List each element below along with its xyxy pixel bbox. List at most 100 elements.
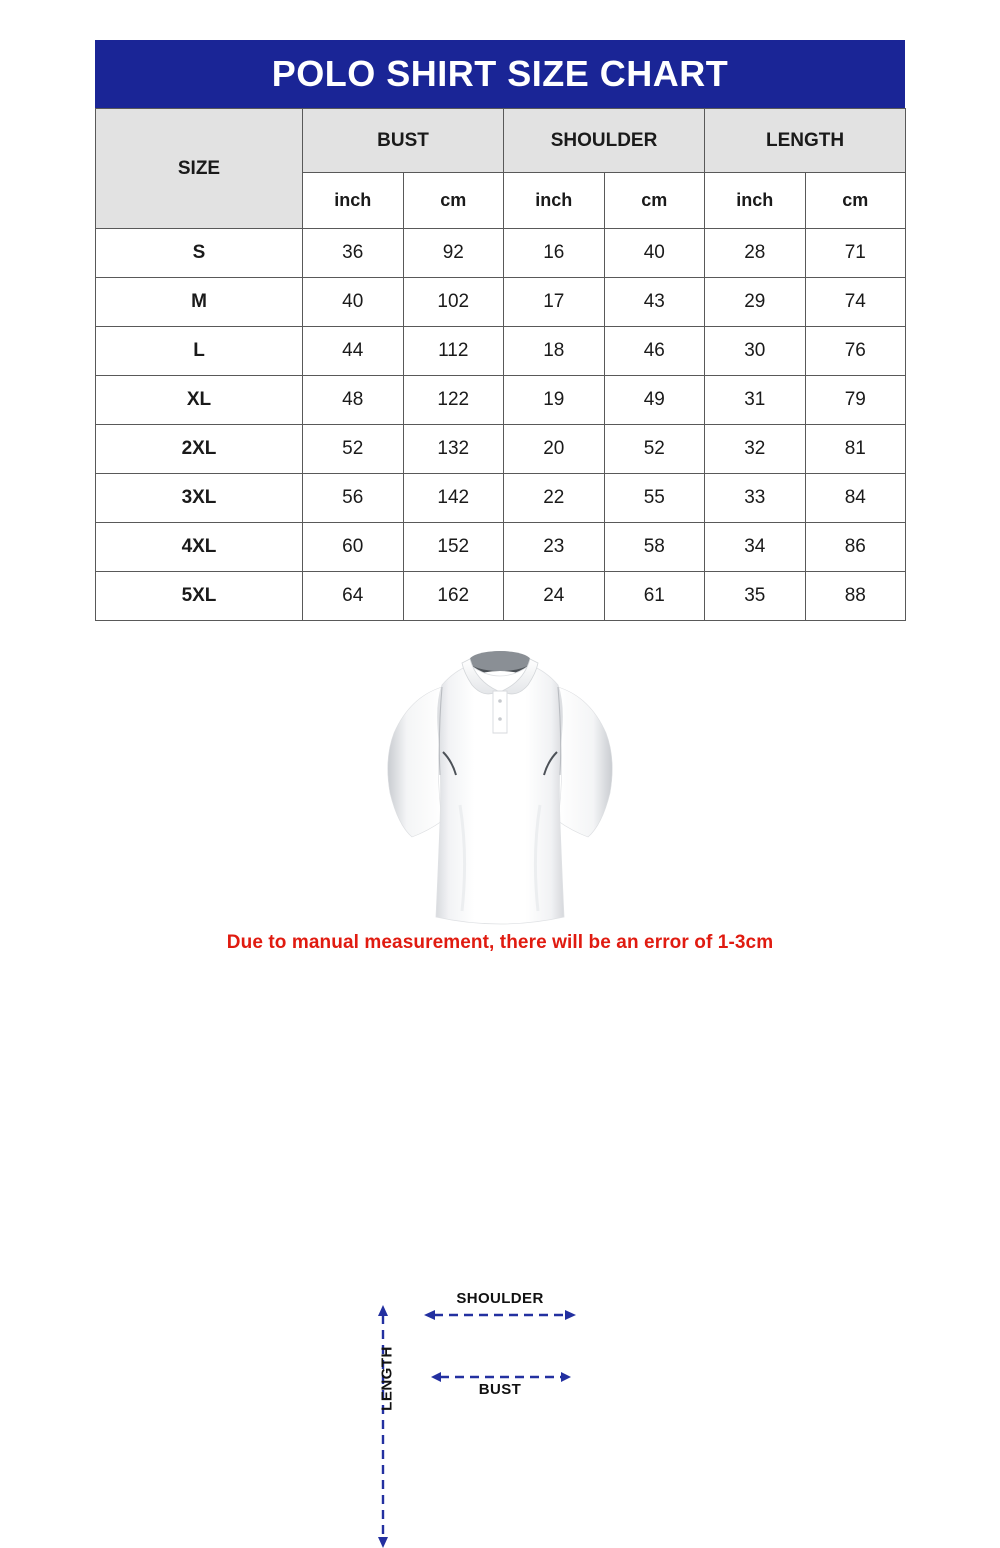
unit-length-inch: inch [704,172,806,229]
bust-arrow-right [561,1372,571,1382]
column-header-shoulder: SHOULDER [503,108,706,173]
cell-shoulder-cm: 52 [603,424,706,474]
cell-shoulder-inch: 18 [503,326,605,376]
cell-bust-inch: 56 [302,473,404,523]
cell-length-inch: 29 [704,277,806,327]
cell-shoulder-inch: 19 [503,375,605,425]
cell-shoulder-inch: 23 [503,522,605,572]
chart-title: POLO SHIRT SIZE CHART [95,40,905,108]
left-collar-wing [461,658,499,695]
cell-shoulder-cm: 49 [603,375,706,425]
length-measure-label: LENGTH [378,1346,396,1411]
unit-bust-inch: inch [302,172,404,229]
table-row: L 44 112 18 46 30 76 [95,326,907,376]
cell-bust-inch: 36 [302,228,404,278]
unit-shoulder-cm: cm [603,172,706,229]
cell-bust-cm: 102 [402,277,505,327]
cell-bust-inch: 64 [302,571,404,621]
table-row: 4XL 60 152 23 58 34 86 [95,522,907,572]
cell-size: XL [95,375,303,425]
table-group-header-row: SIZE BUST SHOULDER LENGTH [95,108,907,229]
column-header-bust: BUST [301,108,505,173]
button-top [498,699,502,703]
button-bottom [498,717,502,721]
cell-size: 3XL [95,473,303,523]
collar-opening [469,651,531,671]
polo-shirt-illustration [387,651,613,925]
measurement-disclaimer: Due to manual measurement, there will be… [226,932,774,953]
cell-shoulder-inch: 24 [503,571,605,621]
unit-bust-cm: cm [402,172,505,229]
right-armhole-seam [557,686,562,776]
right-sleeve [557,686,613,838]
cell-bust-cm: 162 [402,571,505,621]
measurement-diagram: SHOULDER BUST LENGTH [0,625,1000,1548]
cell-length-inch: 31 [704,375,806,425]
cell-length-inch: 30 [704,326,806,376]
cell-shoulder-inch: 16 [503,228,605,278]
cell-size: L [95,326,303,376]
cell-bust-cm: 122 [402,375,505,425]
table-row: 5XL 64 162 24 61 35 88 [95,571,907,621]
cell-length-cm: 81 [804,424,907,474]
cell-shoulder-cm: 46 [603,326,706,376]
cell-length-cm: 79 [804,375,907,425]
right-collar-wing [501,658,539,695]
cell-bust-cm: 142 [402,473,505,523]
cell-length-cm: 76 [804,326,907,376]
cell-length-cm: 86 [804,522,907,572]
cell-bust-inch: 40 [302,277,404,327]
size-table: SIZE BUST SHOULDER LENGTH inch cm inch c… [95,108,907,621]
size-chart-container: POLO SHIRT SIZE CHART SIZE BUST SHOULDER… [95,40,907,621]
length-arrow-bottom [378,1537,388,1548]
left-sleeve [387,686,443,838]
cell-shoulder-inch: 17 [503,277,605,327]
cell-shoulder-cm: 40 [603,228,706,278]
cell-bust-inch: 48 [302,375,404,425]
cell-length-cm: 84 [804,473,907,523]
cell-bust-cm: 152 [402,522,505,572]
column-header-size: SIZE [95,108,303,229]
column-header-length: LENGTH [704,108,907,173]
left-underarm-shadow [442,751,457,776]
cell-bust-cm: 112 [402,326,505,376]
cell-shoulder-cm: 61 [603,571,706,621]
cell-shoulder-cm: 43 [603,277,706,327]
cell-shoulder-cm: 55 [603,473,706,523]
cell-size: 5XL [95,571,303,621]
cell-shoulder-cm: 58 [603,522,706,572]
cell-length-inch: 28 [704,228,806,278]
cell-bust-inch: 44 [302,326,404,376]
table-row: 3XL 56 142 22 55 33 84 [95,473,907,523]
cell-length-cm: 71 [804,228,907,278]
cell-length-inch: 32 [704,424,806,474]
cell-shoulder-inch: 22 [503,473,605,523]
length-arrow-top [378,1305,388,1316]
cell-shoulder-inch: 20 [503,424,605,474]
cell-length-inch: 34 [704,522,806,572]
cell-bust-cm: 92 [402,228,505,278]
right-underarm-shadow [543,751,558,776]
cell-length-cm: 74 [804,277,907,327]
table-unit-header-row: inch cm inch cm inch cm [96,172,907,229]
cell-bust-inch: 60 [302,522,404,572]
cell-bust-cm: 132 [402,424,505,474]
bust-arrow-left [431,1372,441,1382]
shoulder-measure-arrow [424,1310,576,1320]
button-placket [492,690,508,734]
bust-measure-arrow [431,1372,571,1382]
table-row: XL 48 122 19 49 31 79 [95,375,907,425]
fabric-fold-left [458,804,467,912]
fabric-fold-right [533,804,542,912]
cell-length-cm: 88 [804,571,907,621]
table-row: M 40 102 17 43 29 74 [95,277,907,327]
table-row: S 36 92 16 40 28 71 [95,228,907,278]
left-armhole-seam [438,686,443,776]
table-row: 2XL 52 132 20 52 32 81 [95,424,907,474]
cell-size: 4XL [95,522,303,572]
cell-size: S [95,228,303,278]
shoulder-measure-label: SHOULDER [456,1290,544,1307]
cell-bust-inch: 52 [302,424,404,474]
shoulder-arrow-right [565,1310,576,1320]
shirt-body [435,664,565,925]
